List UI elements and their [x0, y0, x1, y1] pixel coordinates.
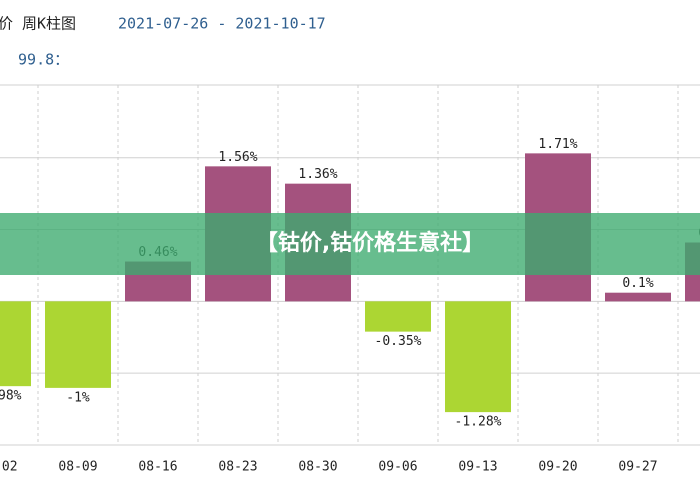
x-tick-label: 08-02: [0, 460, 18, 475]
chart-title: 价 周K柱图: [0, 15, 76, 33]
value-label: 1.56%: [218, 150, 257, 165]
value-label: 1.36%: [298, 167, 337, 182]
value-label: -1.28%: [455, 415, 502, 430]
x-tick-label: 08-23: [218, 460, 257, 475]
bar: [0, 301, 31, 387]
value-label: -0.98%: [0, 389, 22, 404]
info: ： 99.8：: [0, 51, 69, 69]
x-tick-label: 08-09: [58, 460, 97, 475]
value-label: 1.71%: [538, 137, 577, 152]
banner-bg: [0, 213, 700, 275]
x-tick-label: 09-06: [378, 460, 417, 475]
bar: [365, 301, 431, 332]
bar: [605, 292, 671, 302]
value-label: -1%: [66, 390, 90, 405]
x-tick-label: 08-30: [298, 460, 337, 475]
x-tick-label: 08-16: [138, 460, 177, 475]
bar: [445, 301, 511, 413]
chart-subtitle: 2021-07-26 - 2021-10-17: [118, 15, 326, 33]
banner: 【钴价,钴价格生意社】: [256, 230, 484, 256]
x-tick-label: 09-13: [458, 460, 497, 475]
x-tick-label: 09-27: [618, 460, 657, 475]
bar: [45, 301, 111, 388]
bars: -0.98%-1%0.46%1.56%1.36%-0.35%-1.28%1.71…: [0, 137, 700, 430]
value-label: 0.1%: [622, 276, 653, 291]
value-label: -0.35%: [375, 334, 422, 349]
x-tick-label: 09-20: [538, 460, 577, 475]
